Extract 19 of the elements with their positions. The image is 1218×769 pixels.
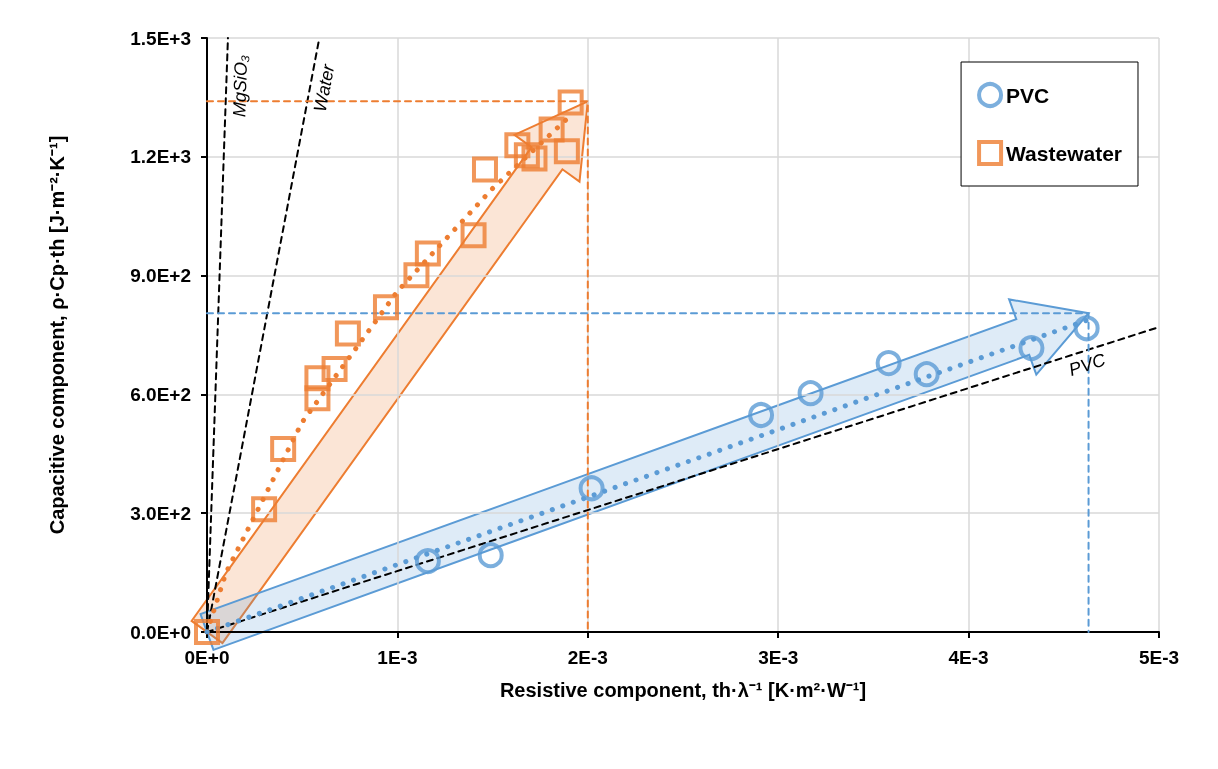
text: Water [309,61,339,114]
text: PVC [1066,349,1109,380]
x-tick-label: 1E-3 [377,647,418,668]
x-tick-label: 2E-3 [567,647,608,668]
x-tick-label: 3E-3 [758,647,799,668]
legend-label: Wastewater [1006,141,1123,165]
y-tick-label: 1.2E+3 [130,146,191,168]
x-axis-title: Resistive component, th·λ⁻¹ [K·m²·W⁻¹] [499,679,867,701]
legend-label: PVC [1006,83,1050,107]
y-tick-label: 9.0E+2 [130,265,191,287]
y-tick-label: 0.0E+0 [130,621,191,643]
x-tick-label: 0E+0 [184,647,230,668]
x-tick-label: 5E-3 [1138,647,1180,668]
x-tick-label: 4E-3 [948,647,989,668]
y-tick-label: 3.0E+2 [130,502,191,524]
y-tick-label: 6.0E+2 [130,383,191,405]
y-tick-label: 1.5E+3 [130,27,191,49]
y-axis-title: Capacitive component, ρ·Cp·th [J·m⁻²·K⁻¹] [46,135,68,535]
text: MgSiO₃ [229,54,252,118]
